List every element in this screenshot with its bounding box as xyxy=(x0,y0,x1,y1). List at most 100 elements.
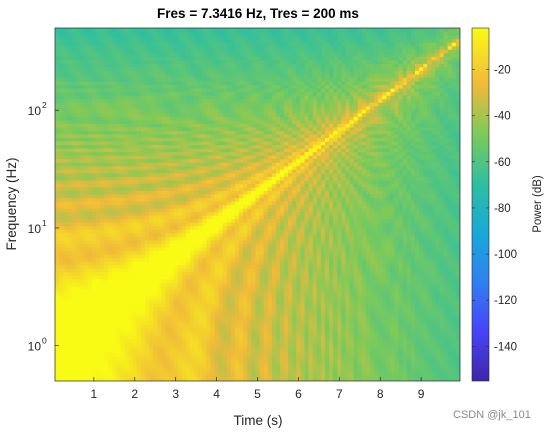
heatmap-cell xyxy=(100,84,105,89)
heatmap-cell xyxy=(116,268,122,273)
heatmap-cell xyxy=(63,80,68,86)
heatmap-cell xyxy=(226,45,232,50)
heatmap-cell xyxy=(181,232,187,237)
heatmap-cell xyxy=(104,137,109,142)
heatmap-cell xyxy=(194,324,199,329)
heatmap-cell xyxy=(59,335,64,340)
heatmap-cell xyxy=(181,271,187,276)
heatmap-cell xyxy=(67,42,72,47)
heatmap-cell xyxy=(239,373,244,379)
heatmap-cell xyxy=(153,349,158,354)
heatmap-cell xyxy=(95,31,101,36)
heatmap-cell xyxy=(218,66,224,71)
heatmap-cell xyxy=(202,193,207,199)
heatmap-cell xyxy=(173,324,179,329)
heatmap-cell xyxy=(165,366,171,372)
heatmap-cell xyxy=(120,324,126,329)
heatmap-cell xyxy=(157,225,162,230)
heatmap-cell xyxy=(194,335,199,340)
heatmap-cell xyxy=(145,172,150,177)
heatmap-cell xyxy=(63,338,68,343)
heatmap-cell xyxy=(161,335,167,340)
heatmap-cell xyxy=(104,73,109,79)
heatmap-cell xyxy=(136,338,142,343)
heatmap-cell xyxy=(63,246,68,251)
heatmap-cell xyxy=(210,49,216,54)
heatmap-cell xyxy=(120,98,126,103)
heatmap-cell xyxy=(198,56,203,61)
heatmap-cell xyxy=(194,35,199,40)
heatmap-cell xyxy=(145,285,150,290)
heatmap-cell xyxy=(91,31,97,36)
heatmap-cell xyxy=(198,215,203,220)
heatmap-cell xyxy=(177,208,183,213)
heatmap-cell xyxy=(169,331,175,336)
heatmap-cell xyxy=(120,335,126,340)
heatmap-cell xyxy=(149,162,154,167)
heatmap-cell xyxy=(218,268,224,273)
heatmap-cell xyxy=(214,80,220,86)
heatmap-cell xyxy=(214,63,220,68)
heatmap-cell xyxy=(136,151,142,156)
heatmap-cell xyxy=(190,151,195,156)
heatmap-cell xyxy=(63,373,68,379)
heatmap-cell xyxy=(230,80,236,86)
heatmap-cell xyxy=(112,197,117,202)
heatmap-cell xyxy=(255,56,261,61)
heatmap-cell xyxy=(104,158,109,163)
heatmap-cell xyxy=(210,299,216,304)
heatmap-cell xyxy=(132,356,138,361)
heatmap-cell xyxy=(145,56,150,61)
heatmap-cell xyxy=(95,328,101,333)
heatmap-cell xyxy=(157,95,162,100)
heatmap-cell xyxy=(177,165,183,170)
heatmap-cell xyxy=(95,229,101,234)
heatmap-cell xyxy=(140,112,146,117)
heatmap-cell xyxy=(71,112,77,117)
heatmap-cell xyxy=(173,49,179,54)
heatmap-cell xyxy=(181,289,187,294)
heatmap-cell xyxy=(100,126,105,131)
heatmap-cell xyxy=(194,320,199,326)
heatmap-cell xyxy=(198,253,203,259)
heatmap-cell xyxy=(194,102,199,107)
heatmap-cell xyxy=(218,190,224,195)
heatmap-cell xyxy=(169,31,175,36)
heatmap-cell xyxy=(255,239,261,244)
heatmap-cell xyxy=(214,250,220,255)
heatmap-cell xyxy=(194,28,199,33)
heatmap-cell xyxy=(116,320,122,326)
heatmap-cell xyxy=(79,98,85,103)
heatmap-cell xyxy=(79,130,85,135)
heatmap-cell xyxy=(91,133,97,139)
heatmap-cell xyxy=(177,77,183,82)
heatmap-cell xyxy=(55,77,60,82)
heatmap-cell xyxy=(255,148,261,153)
heatmap-cell xyxy=(140,176,146,181)
heatmap-cell xyxy=(120,349,126,354)
heatmap-cell xyxy=(136,208,142,213)
heatmap-cell xyxy=(198,370,203,375)
heatmap-cell xyxy=(104,324,109,329)
heatmap-cell xyxy=(177,45,183,50)
heatmap-cell xyxy=(165,183,171,188)
heatmap-cell xyxy=(132,102,138,107)
heatmap-cell xyxy=(161,246,167,251)
heatmap-cell xyxy=(226,109,232,114)
heatmap-cell xyxy=(194,95,199,100)
heatmap-cell xyxy=(190,91,195,96)
heatmap-cell xyxy=(83,91,89,96)
heatmap-cell xyxy=(71,313,77,319)
heatmap-cell xyxy=(104,77,109,82)
heatmap-cell xyxy=(255,123,261,128)
heatmap-cell xyxy=(247,197,252,202)
heatmap-cell xyxy=(83,275,89,280)
heatmap-cell xyxy=(67,356,72,361)
heatmap-cell xyxy=(63,359,68,364)
heatmap-cell xyxy=(255,296,261,301)
heatmap-cell xyxy=(75,366,81,372)
heatmap-cell xyxy=(67,70,72,75)
heatmap-cell xyxy=(177,253,183,259)
heatmap-cell xyxy=(63,56,68,61)
heatmap-cell xyxy=(149,176,154,181)
